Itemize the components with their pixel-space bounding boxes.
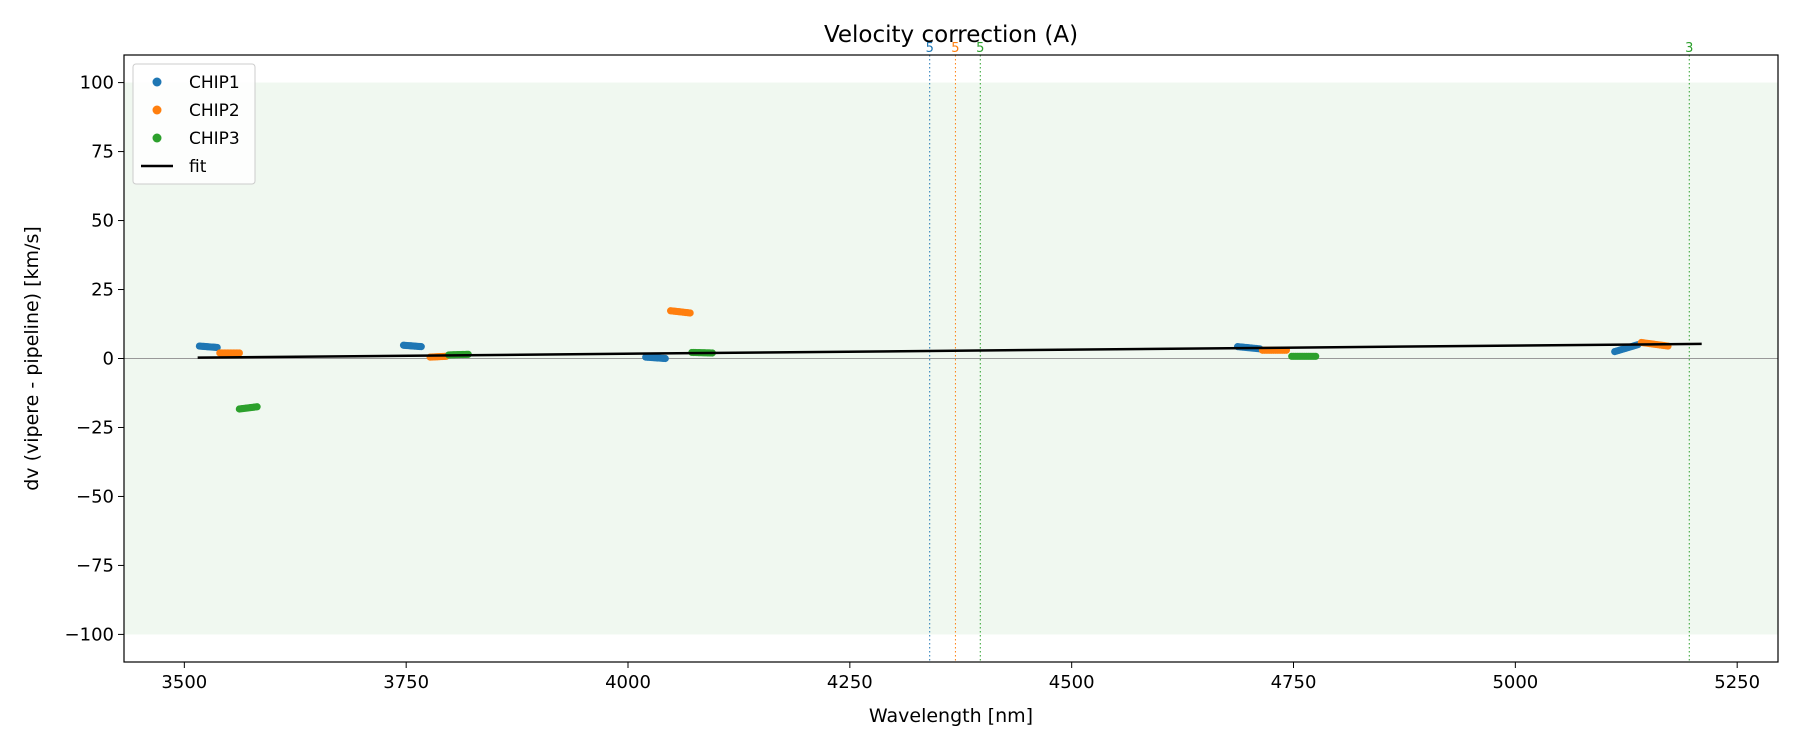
legend-marker-swatch: [152, 133, 162, 143]
y-tick-label: 50: [91, 211, 114, 232]
x-tick-label: 3500: [161, 672, 207, 693]
wavelength-marker-label: 5: [976, 41, 984, 56]
legend-label: CHIP1: [189, 73, 240, 93]
y-axis-label: dv (vipere - pipeline) [km/s]: [21, 226, 43, 491]
chip2-point: [686, 309, 694, 317]
legend-label: fit: [189, 157, 207, 177]
x-axis-label: Wavelength [nm]: [869, 705, 1033, 727]
y-tick-label: 75: [91, 142, 114, 163]
legend-marker-swatch: [152, 77, 162, 87]
y-tick-label: 100: [80, 73, 114, 94]
wavelength-markers: 5 5 5 3: [926, 41, 1693, 662]
legend: CHIP1 CHIP2 CHIP3 fit: [132, 63, 256, 185]
y-tick-label: −100: [65, 624, 114, 645]
chip3-point: [1312, 352, 1320, 360]
wavelength-marker-label: 3: [1685, 41, 1693, 56]
wavelength-marker-label: 5: [926, 41, 934, 56]
y-tick-label: 0: [103, 349, 114, 370]
y-axis-ticks: −100 −75 −50 −25 0 25 50 75 100: [65, 73, 124, 645]
x-tick-label: 4750: [1271, 672, 1317, 693]
chip1-point: [417, 343, 425, 351]
x-tick-label: 4500: [1049, 672, 1095, 693]
x-tick-label: 5000: [1492, 672, 1538, 693]
chip1-point: [213, 343, 221, 352]
legend-label: CHIP2: [189, 101, 240, 121]
legend-marker-swatch: [152, 105, 162, 115]
wavelength-marker-label: 5: [951, 41, 959, 56]
y-tick-label: 25: [91, 280, 114, 301]
chip2-point: [235, 349, 243, 357]
chip1-point: [661, 354, 669, 363]
legend-box: [132, 63, 256, 185]
legend-label: CHIP3: [189, 129, 240, 149]
y-tick-label: −50: [76, 486, 114, 507]
x-tick-label: 4250: [827, 672, 873, 693]
chart-title: Velocity correction (A): [824, 22, 1078, 48]
x-tick-label: 5250: [1714, 672, 1760, 693]
chip3-point: [253, 403, 261, 411]
fit-line: [197, 342, 1702, 359]
y-tick-label: −25: [76, 417, 114, 438]
x-tick-label: 4000: [605, 672, 651, 693]
x-tick-label: 3750: [383, 672, 429, 693]
plot-area: 5 5 5 3: [124, 41, 1778, 662]
x-axis-ticks: 3500 3750 4000 4250 4500 4750 5000 5250: [161, 662, 1760, 693]
y-tick-label: −75: [76, 555, 114, 576]
